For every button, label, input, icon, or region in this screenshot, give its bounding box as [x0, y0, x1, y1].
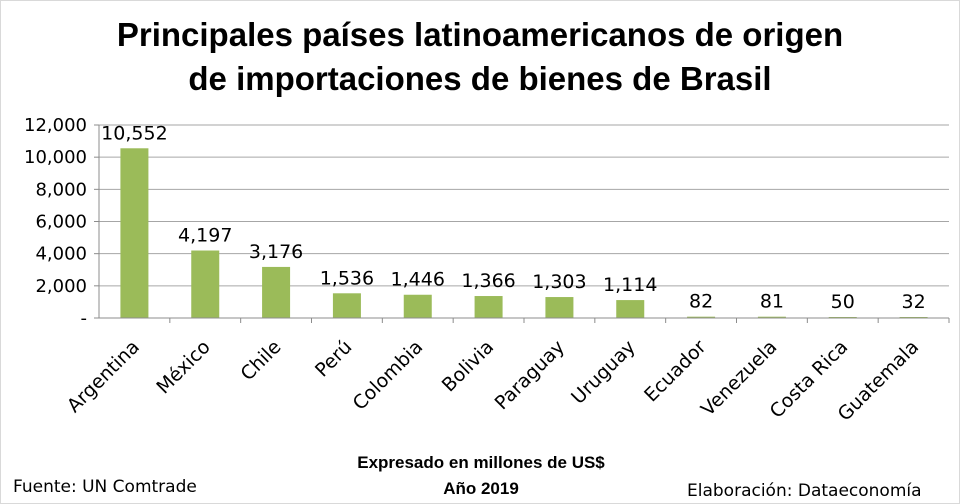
data-label: 1,303	[532, 271, 586, 293]
category-label: Argentina	[63, 336, 144, 417]
bar-perú	[332, 293, 361, 318]
category-label: Uruguay	[567, 336, 640, 409]
data-label: 82	[689, 291, 713, 313]
source-note: Fuente: UN Comtrade	[13, 477, 197, 497]
bar-paraguay	[545, 297, 574, 318]
data-label: 32	[901, 291, 925, 313]
bar-méxico	[191, 250, 220, 318]
y-tick-label: 4,000	[35, 244, 87, 265]
data-label: 3,176	[249, 241, 303, 263]
y-tick-label: 6,000	[35, 212, 87, 233]
category-label: Bolivia	[438, 336, 498, 396]
data-label: 1,446	[391, 269, 445, 291]
bar-venezuela	[757, 316, 786, 318]
y-tick-label: 8,000	[35, 179, 87, 200]
chart-title-line-2: de importaciones de bienes de Brasil	[188, 60, 772, 97]
data-label: 10,552	[101, 122, 167, 144]
bar-argentina	[120, 148, 149, 318]
bar-colombia	[403, 294, 432, 318]
chart-title: Principales países latinoamericanos de o…	[1, 13, 959, 101]
data-label: 50	[831, 291, 855, 313]
data-label: 1,536	[320, 267, 374, 289]
x-axis-label: Expresado en millones de US$	[357, 453, 605, 472]
y-tick-label: 2,000	[35, 276, 87, 297]
bar-uruguay	[616, 300, 645, 318]
bar-bolivia	[474, 296, 503, 318]
category-label: México	[152, 336, 214, 398]
category-label: Perú	[311, 336, 356, 381]
credit-note: Elaboración: Dataeconomía	[687, 481, 922, 501]
bar-ecuador	[687, 316, 716, 318]
category-label: Chile	[236, 336, 285, 385]
chart-title-line-1: Principales países latinoamericanos de o…	[116, 16, 844, 53]
data-label: 1,114	[603, 274, 657, 296]
y-tick-label: 12,000	[24, 115, 87, 136]
y-tick-label: 10,000	[24, 147, 87, 168]
category-label: Ecuador	[640, 336, 711, 407]
y-tick-label: -	[81, 308, 88, 329]
category-label: Colombia	[349, 336, 428, 415]
data-label: 1,366	[461, 270, 515, 292]
category-label: Paraguay	[491, 336, 569, 414]
data-label: 4,197	[178, 224, 232, 246]
bar-chile	[262, 266, 291, 318]
data-label: 81	[760, 291, 784, 313]
x-axis-sublabel: Año 2019	[443, 479, 519, 498]
